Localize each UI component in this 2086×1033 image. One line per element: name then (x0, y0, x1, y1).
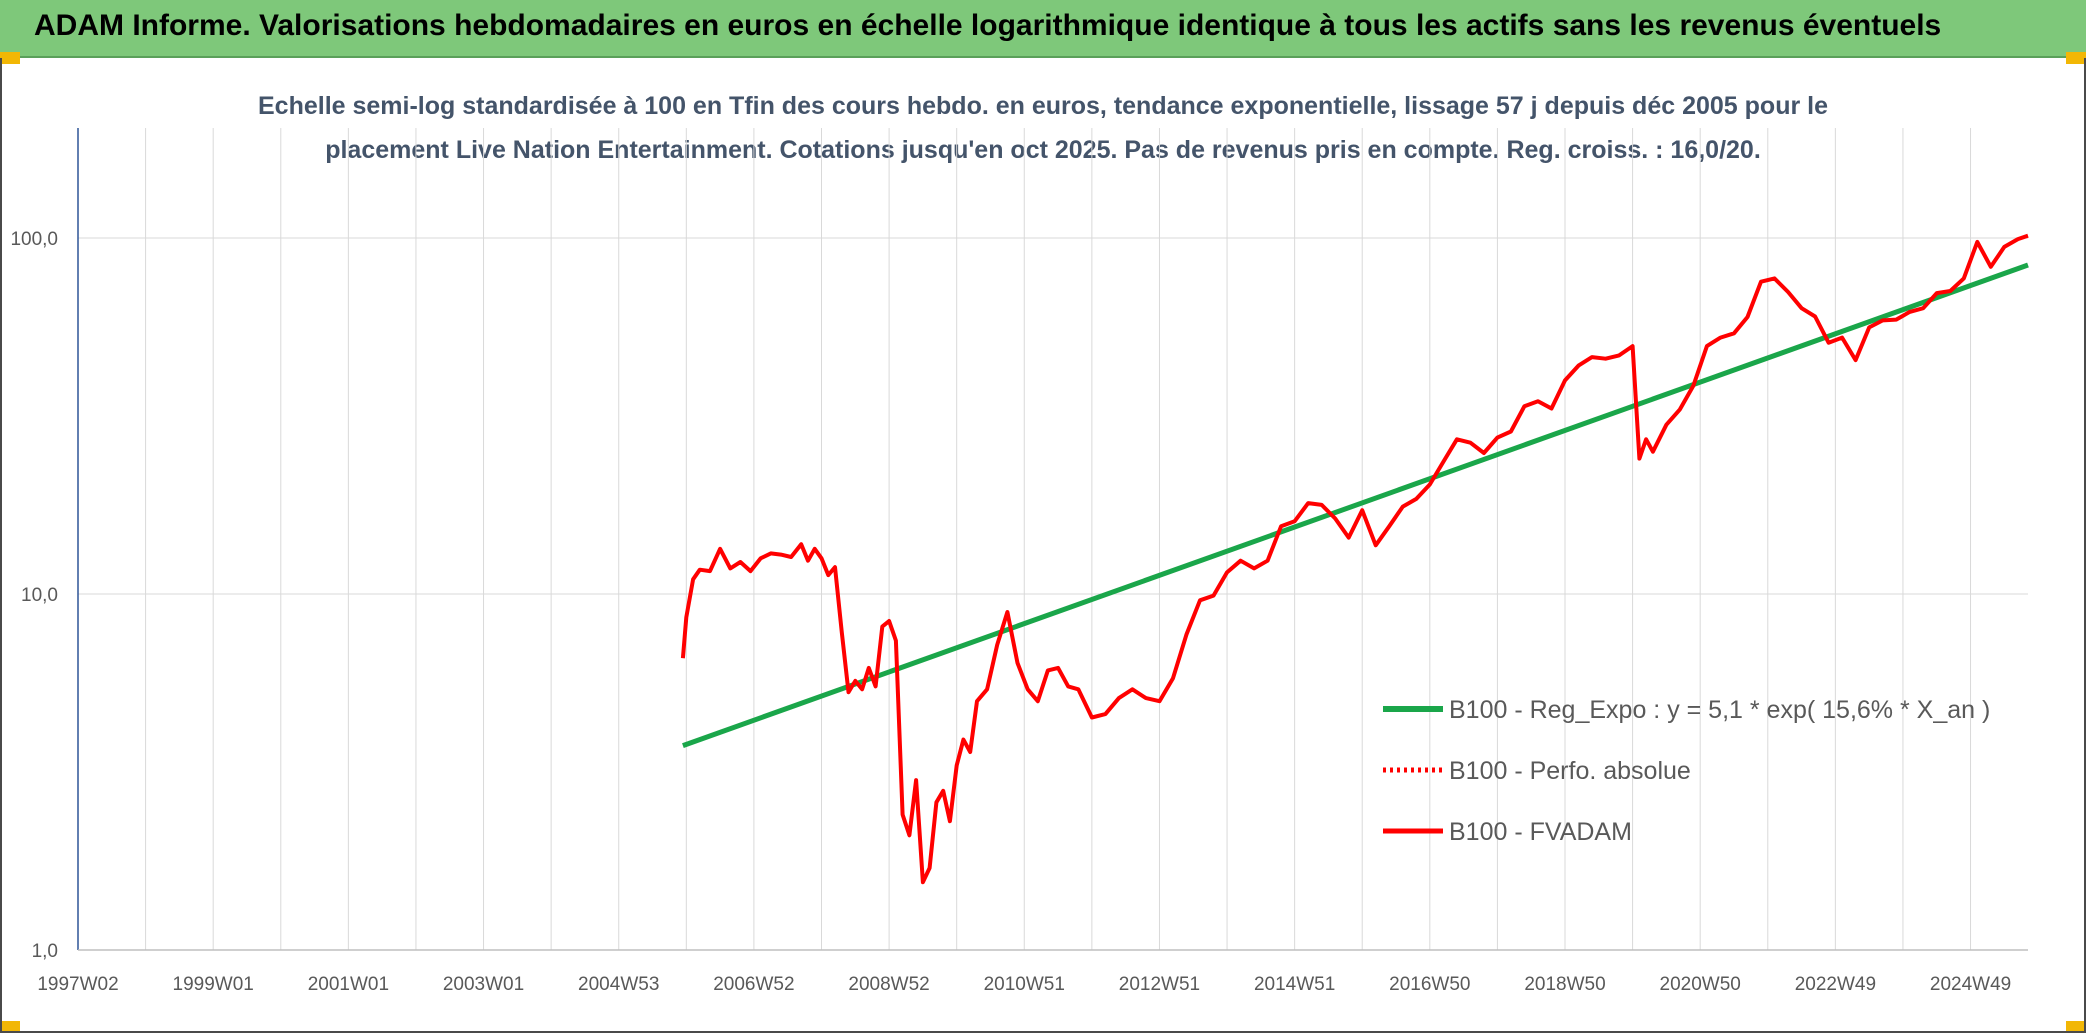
chart-subtitle-line-2: placement Live Nation Entertainment. Cot… (325, 136, 1761, 164)
x-tick-label: 2008W52 (848, 974, 929, 995)
corner-marker-bottom-left (0, 1021, 20, 1033)
x-tick-label: 2018W50 (1524, 974, 1605, 995)
x-tick-label: 2016W50 (1389, 974, 1470, 995)
x-tick-label: 2014W51 (1254, 974, 1335, 995)
series-line-solid-red (680, 233, 2029, 885)
x-tick-label: 1997W02 (37, 974, 118, 995)
legend-label: B100 - Reg_Expo : y = 5,1 * exp( 15,6% *… (1449, 696, 1990, 724)
series-layer (680, 233, 2029, 885)
x-tick-label: 2012W51 (1119, 974, 1200, 995)
y-tick-label: 1,0 (32, 941, 58, 962)
x-tick-label: 2010W51 (984, 974, 1065, 995)
y-tick-label: 100,0 (10, 229, 58, 250)
page-title: ADAM Informe. Valorisations hebdomadaire… (34, 9, 1942, 42)
series-line-solid-green (682, 262, 2029, 748)
x-tick-label: 2006W52 (713, 974, 794, 995)
chart-subtitle-line-1: Echelle semi-log standardisée à 100 en T… (258, 92, 1828, 120)
x-tick-label: 2003W01 (443, 974, 524, 995)
x-tick-label: 1999W01 (173, 974, 254, 995)
legend-label: B100 - FVADAM (1449, 818, 1632, 846)
axes: 100,0 10,0 1,0 1997W02 1999W01 2001W01 2003W01… (10, 128, 2028, 995)
corner-marker-bottom-right (2066, 1021, 2086, 1033)
corner-marker-right (2066, 52, 2086, 64)
grid (77, 128, 2028, 951)
x-tick-label: 2020W50 (1660, 974, 1741, 995)
legend-label: B100 - Perfo. absolue (1449, 757, 1691, 785)
chart-frame (0, 58, 2086, 1033)
legend: B100 - Reg_Expo : y = 5,1 * exp( 15,6% *… (1383, 696, 1990, 846)
title-banner: ADAM Informe. Valorisations hebdomadaire… (0, 0, 2086, 58)
x-tick-label: 2004W53 (578, 974, 659, 995)
x-tick-label: 2022W49 (1795, 974, 1876, 995)
x-tick-label: 2001W01 (308, 974, 389, 995)
y-tick-label: 10,0 (21, 585, 58, 606)
x-tick-label: 2024W49 (1930, 974, 2011, 995)
corner-marker-left (0, 52, 20, 64)
